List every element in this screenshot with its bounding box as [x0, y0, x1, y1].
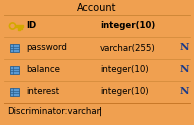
Bar [20, 27, 22, 29]
Text: Discriminator:varchar▏: Discriminator:varchar▏ [7, 106, 107, 116]
Text: password: password [26, 44, 67, 52]
Text: interest: interest [26, 88, 59, 96]
Bar [18, 27, 20, 30]
Text: N: N [179, 44, 189, 52]
Bar [10, 88, 18, 96]
Bar [10, 44, 18, 52]
Text: balance: balance [26, 66, 60, 74]
Bar [15, 25, 23, 27]
Text: integer(10): integer(10) [100, 66, 149, 74]
Text: integer(10): integer(10) [100, 22, 155, 30]
Circle shape [9, 23, 16, 29]
Text: varchar(255): varchar(255) [100, 44, 156, 52]
Text: Account: Account [77, 3, 117, 13]
Text: ID: ID [26, 22, 36, 30]
Text: N: N [179, 88, 189, 96]
Text: N: N [179, 66, 189, 74]
Text: integer(10): integer(10) [100, 88, 149, 96]
Bar [10, 66, 18, 74]
Circle shape [11, 24, 14, 28]
